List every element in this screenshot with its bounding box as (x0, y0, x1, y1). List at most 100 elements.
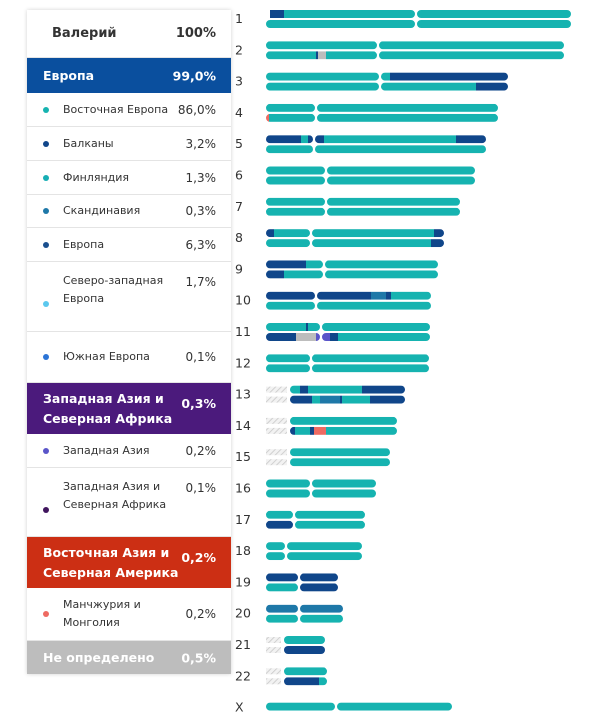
chromosome-segments (290, 395, 405, 404)
unassembled-region (266, 417, 287, 424)
ancestry-segment-teal (266, 82, 476, 91)
ancestry-segment-teal (266, 542, 362, 551)
chromosome-copy (266, 113, 498, 122)
legend-subregion-row[interactable]: Западная Азия 0,2% (27, 434, 231, 468)
legend-region-header[interactable]: Не определено 0,5% (27, 641, 231, 674)
legend-color-dot (43, 140, 49, 147)
legend-label: Северо-западная Европа (63, 274, 164, 305)
legend-percent: 6,3% (185, 237, 217, 252)
legend-color-dot (43, 447, 49, 454)
ancestry-segment-navy (330, 333, 338, 341)
chromosome-label: 6 (235, 168, 243, 183)
legend-subregion-row[interactable]: Западная Азия и Северная Африка 0,1% (27, 468, 231, 537)
legend-color-dot (43, 174, 49, 181)
legend-region-header[interactable]: Восточная Азия и Северная Америка 0,2% (27, 537, 231, 588)
chromosome-label: 16 (235, 481, 251, 496)
ancestry-segment-teal (266, 207, 460, 216)
chromosome-label: 9 (235, 261, 243, 276)
legend-percent: 1,7% (185, 275, 217, 289)
chromosome-copy (266, 72, 508, 81)
ancestry-segment-teal (266, 239, 431, 248)
ancestry-segment-navy (284, 677, 319, 686)
chromosome-copy (266, 520, 365, 529)
chromosome-segments (266, 489, 376, 498)
ancestry-segment-grey (318, 51, 326, 60)
ancestry-segment-teal (308, 323, 430, 331)
chromosome-segments (266, 103, 498, 112)
chromosome-segments (266, 291, 431, 300)
ancestry-segment-teal (306, 260, 438, 269)
ancestry-segment-red (314, 426, 326, 435)
legend-region-header[interactable]: Западная Азия и Северная Африка 0,3% (27, 383, 231, 434)
ancestry-segment-navy (476, 82, 508, 91)
legend-subregion-row[interactable]: Северо-западная Европа 1,7% (27, 262, 231, 332)
legend-percent: 3,2% (185, 136, 217, 151)
legend-label: Манчжурия и Монголия (63, 598, 141, 629)
legend-label: Западная Азия и Северная Африка (43, 390, 173, 426)
chromosome-segments (266, 479, 376, 488)
ancestry-segment-teal (319, 677, 327, 686)
ancestry-segment-teal (266, 702, 452, 711)
legend-subregion-row[interactable]: Манчжурия и Монголия 0,2% (27, 588, 231, 641)
chromosome-label: 15 (235, 449, 251, 464)
chromosome-segments (266, 260, 438, 269)
ancestry-segment-navy (316, 51, 318, 60)
legend-color-dot (43, 106, 49, 113)
chromosome-label: 10 (235, 293, 251, 308)
chromosome-copy (266, 510, 365, 519)
legend-region-header[interactable]: Европа 99,0% (27, 58, 231, 93)
chromosome-segments (266, 323, 430, 331)
ancestry-segment-teal (290, 385, 300, 394)
legend-subregion-row[interactable]: Скандинавия 0,3% (27, 195, 231, 228)
legend-subregion-row[interactable]: Южная Европа 0,1% (27, 332, 231, 383)
ancestry-segment-teal (284, 270, 438, 279)
ancestry-segment-teal (324, 135, 456, 144)
chromosome-copy (266, 604, 343, 613)
chromosome-segments (266, 552, 362, 561)
chromosome-copy (266, 479, 376, 488)
chromosome-copy (266, 542, 362, 551)
ancestry-segment-navy (266, 229, 274, 238)
chromosome-label: 22 (235, 668, 251, 683)
ancestry-segment-teal (266, 323, 306, 331)
unassembled-region (266, 678, 281, 685)
chromosome-copy (266, 636, 325, 644)
ancestry-segment-navy (299, 583, 338, 592)
chromosome-segments (290, 448, 390, 457)
chromosome-segments (266, 364, 429, 373)
chromosome-copy (266, 301, 431, 310)
ancestry-segment-teal (266, 176, 475, 185)
ancestry-segment-navy (362, 385, 405, 394)
ancestry-segment-teal (266, 552, 362, 561)
chromosome-label: 21 (235, 637, 251, 652)
ancestry-segment-teal (266, 20, 571, 28)
chromosome-copy (266, 702, 452, 711)
ancestry-segment-teal (290, 448, 390, 457)
unassembled-region (266, 449, 287, 456)
chromosome-segments (266, 604, 343, 613)
chromosome-copy (266, 323, 430, 331)
chromosome-segments (290, 416, 397, 425)
chromosome-copy (266, 166, 475, 175)
chromosome-segments (266, 229, 444, 238)
chromosome-segments (266, 520, 365, 529)
legend-subregion-row[interactable]: Балканы 3,2% (27, 127, 231, 161)
chromosome-segments (290, 426, 397, 435)
ancestry-segment-teal (266, 614, 343, 623)
ancestry-segment-teal (312, 395, 320, 404)
ancestry-segment-teal (266, 489, 376, 498)
chromosome-copy (266, 270, 438, 279)
person-total-pct: 100% (175, 26, 216, 41)
legend-subregion-row[interactable]: Европа 6,3% (27, 228, 231, 262)
chromosome-copy (266, 82, 508, 91)
ancestry-segment-navy (290, 395, 312, 404)
legend-subregion-row[interactable]: Восточная Европа 86,0% (27, 93, 231, 127)
ancestry-segment-teal (326, 51, 564, 60)
chromosome-label: 7 (235, 199, 243, 214)
chromosome-copy (266, 333, 430, 341)
chromosome-segments (266, 82, 508, 91)
chromosome-copy (266, 552, 362, 561)
legend-percent: 0,3% (185, 204, 217, 218)
legend-subregion-row[interactable]: Финляндия 1,3% (27, 161, 231, 195)
legend-label: Западная Азия и Северная Африка (63, 480, 167, 511)
